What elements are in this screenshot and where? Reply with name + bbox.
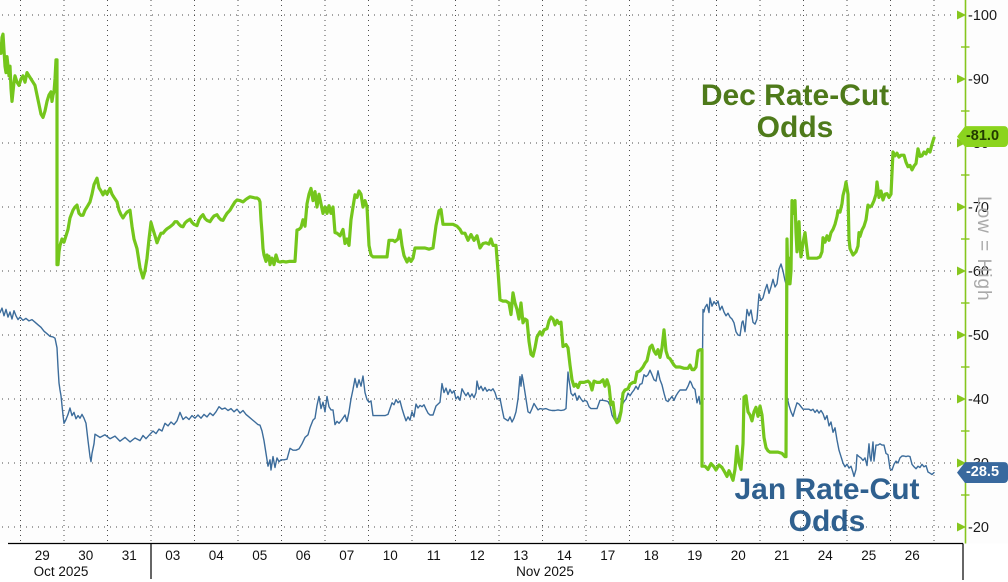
dec-rate-cut-odds-line xyxy=(0,32,936,482)
y-axis-tick-label: -60 xyxy=(968,264,989,280)
y-axis-arrow-tick xyxy=(957,330,966,340)
y-axis-arrow-tick xyxy=(957,10,966,20)
x-tick-label: 10 xyxy=(383,548,398,563)
x-tick-label: 05 xyxy=(252,548,267,563)
y-axis-tick-label: -20 xyxy=(968,520,989,536)
y-axis-arrow-tick xyxy=(957,266,966,276)
y-axis-arrow-tick xyxy=(957,522,966,532)
x-tick-label: 17 xyxy=(600,548,615,563)
y-axis-arrow-tick xyxy=(957,458,966,468)
x-tick-label: 14 xyxy=(557,548,573,563)
y-axis-tick-label: -70 xyxy=(968,200,989,216)
y-axis-arrow-tick xyxy=(957,138,966,148)
dec-last-value-badge: -81.0 xyxy=(957,126,1008,148)
x-tick-label: 18 xyxy=(644,548,659,563)
y-axis-low-high-label: Low = High xyxy=(973,196,994,302)
y-axis-tick-label: -50 xyxy=(968,328,989,344)
y-axis-tick-label: -100 xyxy=(968,8,997,24)
month-label: Nov 2025 xyxy=(516,564,574,579)
date-strip xyxy=(0,543,1008,582)
y-axis-arrow-tick xyxy=(957,394,966,404)
x-tick-label: 20 xyxy=(731,548,746,563)
x-tick-label: 30 xyxy=(78,548,93,563)
y-axis-arrow-tick xyxy=(957,74,966,84)
x-tick-label: 03 xyxy=(165,548,180,563)
y-axis-tick-label: -40 xyxy=(968,392,989,408)
series-layer xyxy=(0,32,936,482)
jan-last-value-badge: -28.5 xyxy=(957,462,1008,484)
x-tick-label: 13 xyxy=(513,548,528,563)
x-tick-label: 11 xyxy=(427,548,441,563)
y-axis-tick-label: -90 xyxy=(968,72,989,88)
x-tick-label: 24 xyxy=(818,548,834,563)
x-tick-label: 31 xyxy=(122,548,137,563)
jan-rate-cut-odds-line xyxy=(0,263,935,478)
bottom-axis-layer: 29 30 31 03 04 05 06 07 10 11 12 13 14 17 18 19 20 21 24 25… xyxy=(0,542,1008,582)
x-tick-label: 04 xyxy=(209,548,225,563)
x-tick-label: 06 xyxy=(296,548,311,563)
y-axis-arrow-tick xyxy=(957,202,966,212)
x-tick-label: 29 xyxy=(35,548,50,563)
x-tick-label: 25 xyxy=(861,548,876,563)
gridlines-layer xyxy=(2,0,956,543)
x-tick-label: 26 xyxy=(905,548,920,563)
x-tick-label: 21 xyxy=(774,548,789,563)
x-tick-label: 12 xyxy=(470,548,485,563)
month-label: Oct 2025 xyxy=(34,564,89,579)
x-tick-label: 07 xyxy=(339,548,354,563)
x-tick-label: 19 xyxy=(687,548,702,563)
